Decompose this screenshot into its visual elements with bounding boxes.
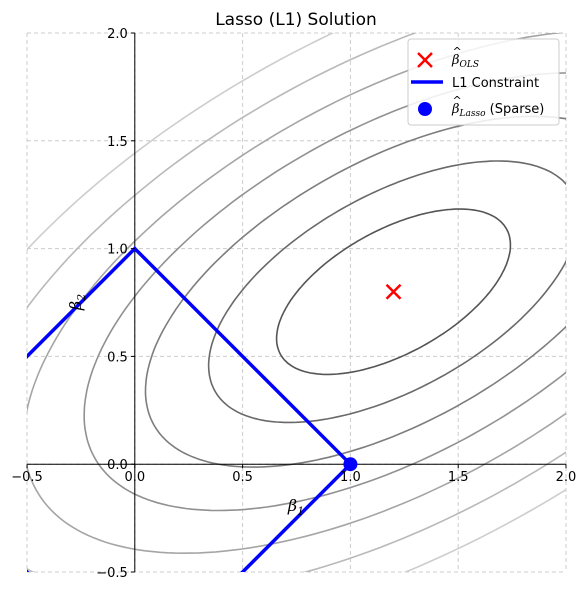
y-tick-label-2: 0.5 (107, 350, 128, 365)
x-axis-label-sub: 1 (297, 505, 304, 518)
x-axis-label: β1 (287, 496, 304, 518)
x-tick-label-0: −0.5 (11, 470, 43, 485)
x-tick-label-2: 0.5 (232, 470, 253, 485)
x-axis-label-base: β (287, 496, 297, 515)
x-tick-label-5: 2.0 (556, 470, 577, 485)
legend-lasso-hat: ^ (453, 94, 462, 107)
legend-l1-label: L1 Constraint (452, 76, 539, 91)
legend-ols-hat: ^ (453, 45, 462, 58)
legend: βOLS ^ L1 Constraint βLasso (Sparse) ^ (407, 38, 560, 126)
legend-box (407, 38, 560, 126)
markers (343, 283, 402, 472)
contour-level-4 (27, 33, 566, 555)
y-tick-label-1: 0.0 (107, 458, 128, 473)
axes (27, 33, 566, 572)
ols-point-stroke-b (385, 283, 402, 300)
legend-lasso-marker (418, 102, 432, 116)
contour-level-0 (275, 208, 512, 376)
y-axis-label-base: β (66, 301, 85, 311)
legend-ols-label: βOLS (451, 53, 479, 70)
y-tick-label-4: 1.5 (107, 135, 128, 150)
l1-constraint-series (27, 246, 353, 572)
legend-ols-marker (417, 52, 433, 68)
x-tick-label-3: 1.0 (340, 470, 361, 485)
tick-labels: −0.5 −0.5 0.00.0 0.5 0.5 1.0 1.0 1.5 1.5 2.0 2.0 (11, 27, 576, 581)
chart-title: Lasso (L1) Solution (215, 10, 377, 30)
contour-level-1 (207, 160, 566, 424)
x-tick-label-4: 1.5 (448, 470, 469, 485)
y-tick-label-3: 1.0 (107, 243, 128, 258)
legend-lasso-label: βLasso (Sparse) (451, 102, 544, 119)
x-tick-label-1: 0.0 (124, 470, 145, 485)
y-axis-label: β2 (66, 294, 88, 311)
lasso-point (343, 457, 358, 472)
contour-level-3 (83, 72, 566, 512)
contour-level-2 (144, 115, 566, 468)
y-tick-label-0: −0.5 (96, 566, 128, 581)
y-tick-label-5: 2.0 (107, 27, 128, 42)
y-axis-label-sub: 2 (75, 294, 88, 302)
l1-constraint-line (27, 246, 353, 572)
